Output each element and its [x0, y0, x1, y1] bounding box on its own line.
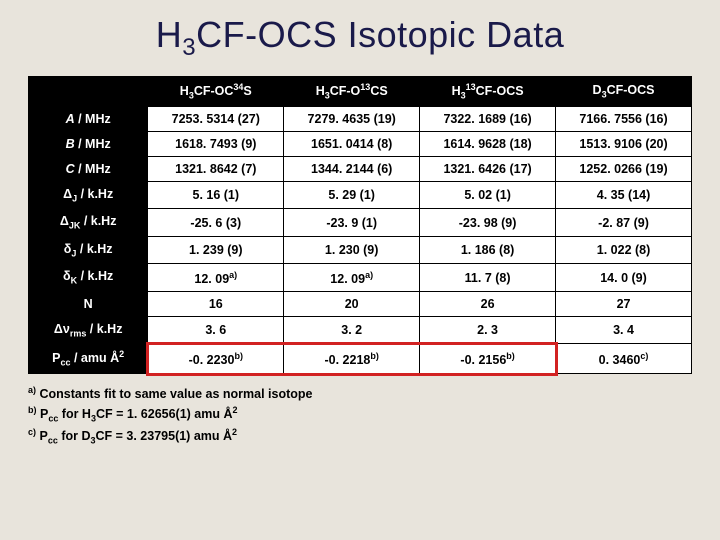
slide: H3CF-OCS Isotopic Data H3CF-OC34S H3CF-O… — [0, 0, 720, 540]
table-body: A / MHz 7253. 5314 (27) 7279. 4635 (19) … — [29, 106, 692, 373]
cell: -2. 87 (9) — [556, 209, 692, 237]
page-title: H3CF-OCS Isotopic Data — [28, 14, 692, 62]
header-c0: H3CF-OC34S — [148, 77, 284, 107]
cell: 12. 09a) — [284, 264, 420, 292]
table-row: δJ / k.Hz 1. 239 (9) 1. 230 (9) 1. 186 (… — [29, 236, 692, 264]
cell: 1252. 0266 (19) — [556, 156, 692, 181]
table-row: C / MHz 1321. 8642 (7) 1344. 2144 (6) 13… — [29, 156, 692, 181]
cell: 12. 09a) — [148, 264, 284, 292]
cell: 1344. 2144 (6) — [284, 156, 420, 181]
table-row: Δνrms / k.Hz 3. 6 3. 2 2. 3 3. 4 — [29, 316, 692, 344]
cell: 5. 16 (1) — [148, 181, 284, 209]
cell: 7322. 1689 (16) — [420, 106, 556, 131]
footnote-c: c) Pcc for D3CF = 3. 23795(1) amu Å2 — [28, 426, 692, 448]
cell: 7253. 5314 (27) — [148, 106, 284, 131]
cell: -23. 98 (9) — [420, 209, 556, 237]
cell: 3. 4 — [556, 316, 692, 344]
cell: 1. 022 (8) — [556, 236, 692, 264]
cell: 1321. 8642 (7) — [148, 156, 284, 181]
cell: 1513. 9106 (20) — [556, 131, 692, 156]
cell: 0. 3460c) — [556, 344, 692, 374]
table-row: ΔJK / k.Hz -25. 6 (3) -23. 9 (1) -23. 98… — [29, 209, 692, 237]
cell: 5. 29 (1) — [284, 181, 420, 209]
table-row: δK / k.Hz 12. 09a) 12. 09a) 11. 7 (8) 14… — [29, 264, 692, 292]
cell: 26 — [420, 291, 556, 316]
cell: 7166. 7556 (16) — [556, 106, 692, 131]
row-label: B / MHz — [29, 131, 148, 156]
table-row: B / MHz 1618. 7493 (9) 1651. 0414 (8) 16… — [29, 131, 692, 156]
cell: 1321. 6426 (17) — [420, 156, 556, 181]
row-label: ΔJK / k.Hz — [29, 209, 148, 237]
row-label: Δνrms / k.Hz — [29, 316, 148, 344]
cell: 1. 239 (9) — [148, 236, 284, 264]
cell: 2. 3 — [420, 316, 556, 344]
cell: 11. 7 (8) — [420, 264, 556, 292]
row-label: δK / k.Hz — [29, 264, 148, 292]
row-label: δJ / k.Hz — [29, 236, 148, 264]
table-header-row: H3CF-OC34S H3CF-O13CS H313CF-OCS D3CF-OC… — [29, 77, 692, 107]
header-c3: D3CF-OCS — [556, 77, 692, 107]
cell: 5. 02 (1) — [420, 181, 556, 209]
cell: 16 — [148, 291, 284, 316]
cell: 7279. 4635 (19) — [284, 106, 420, 131]
cell: -23. 9 (1) — [284, 209, 420, 237]
header-blank — [29, 77, 148, 107]
cell: -0. 2230b) — [148, 344, 284, 374]
header-c2: H313CF-OCS — [420, 77, 556, 107]
row-label: C / MHz — [29, 156, 148, 181]
cell: 4. 35 (14) — [556, 181, 692, 209]
table-wrap: H3CF-OC34S H3CF-O13CS H313CF-OCS D3CF-OC… — [28, 76, 692, 374]
cell: 1618. 7493 (9) — [148, 131, 284, 156]
cell: 3. 2 — [284, 316, 420, 344]
table-row: ΔJ / k.Hz 5. 16 (1) 5. 29 (1) 5. 02 (1) … — [29, 181, 692, 209]
cell: 14. 0 (9) — [556, 264, 692, 292]
row-label: ΔJ / k.Hz — [29, 181, 148, 209]
row-label: N — [29, 291, 148, 316]
header-c1: H3CF-O13CS — [284, 77, 420, 107]
table-row: N 16 20 26 27 — [29, 291, 692, 316]
footnotes: a) Constants fit to same value as normal… — [28, 384, 692, 448]
row-label: Pcc / amu Å2 — [29, 344, 148, 374]
cell: -0. 2156b) — [420, 344, 556, 374]
cell: 1614. 9628 (18) — [420, 131, 556, 156]
table-row: A / MHz 7253. 5314 (27) 7279. 4635 (19) … — [29, 106, 692, 131]
footnote-a: a) Constants fit to same value as normal… — [28, 384, 692, 404]
cell: 1. 186 (8) — [420, 236, 556, 264]
isotopic-table: H3CF-OC34S H3CF-O13CS H313CF-OCS D3CF-OC… — [28, 76, 692, 374]
cell: -25. 6 (3) — [148, 209, 284, 237]
footnote-b: b) Pcc for H3CF = 1. 62656(1) amu Å2 — [28, 404, 692, 426]
cell: 20 — [284, 291, 420, 316]
cell: 1651. 0414 (8) — [284, 131, 420, 156]
cell: -0. 2218b) — [284, 344, 420, 374]
cell: 1. 230 (9) — [284, 236, 420, 264]
cell: 3. 6 — [148, 316, 284, 344]
cell: 27 — [556, 291, 692, 316]
table-row: Pcc / amu Å2 -0. 2230b) -0. 2218b) -0. 2… — [29, 344, 692, 374]
row-label: A / MHz — [29, 106, 148, 131]
